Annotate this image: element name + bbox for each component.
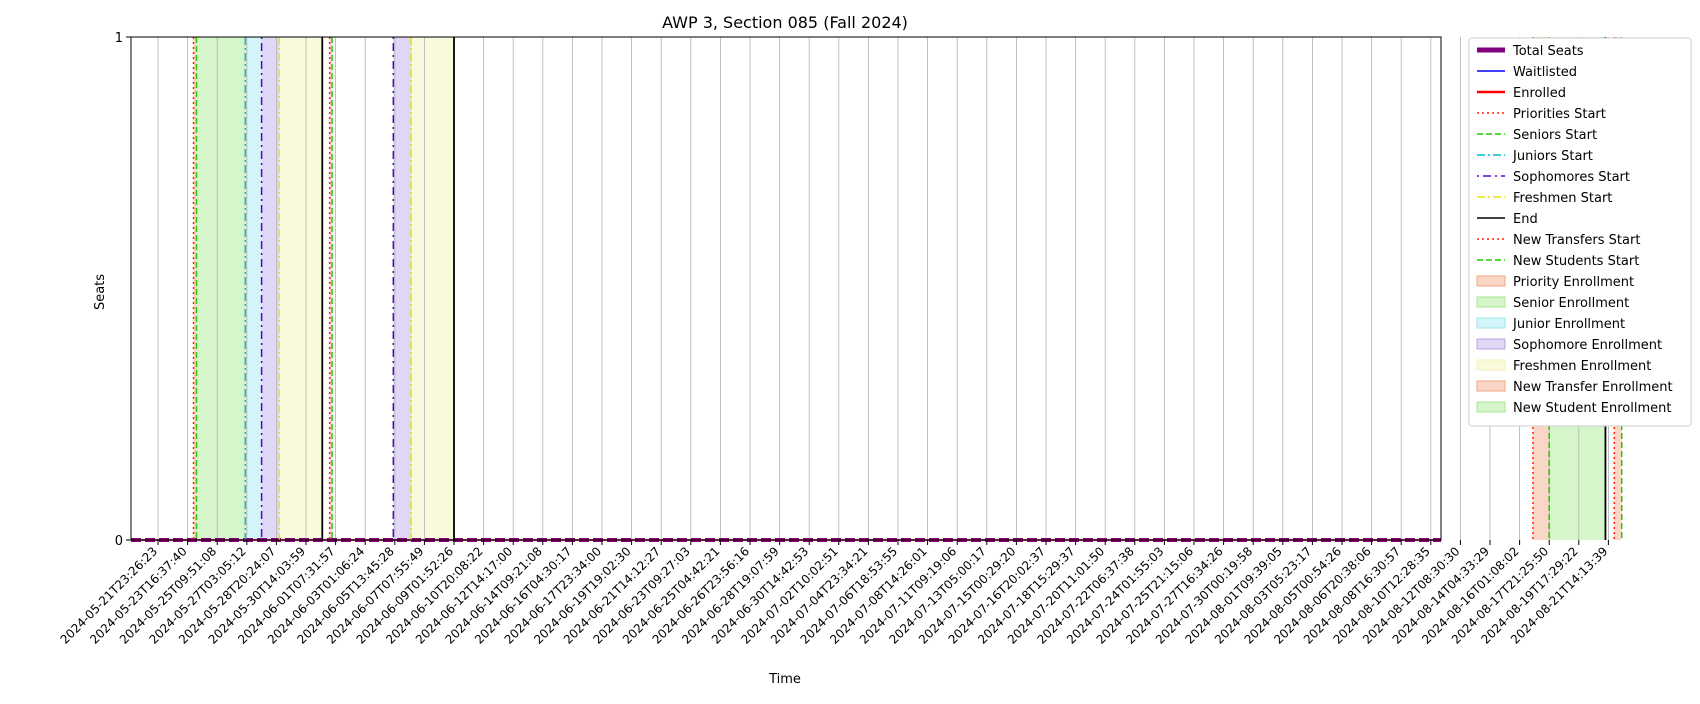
period-band <box>411 37 454 540</box>
legend-label: Juniors Start <box>1512 149 1593 164</box>
legend-swatch <box>1476 275 1506 287</box>
legend-label: New Student Enrollment <box>1513 401 1671 416</box>
y-tick-label: 0 <box>115 534 123 549</box>
period-band <box>193 37 197 540</box>
legend: Total Seats Waitlisted Enrolled Priorities … <box>1468 37 1692 427</box>
legend-swatch <box>1476 317 1506 329</box>
legend-swatch <box>1476 296 1506 308</box>
legend-label: Sophomore Enrollment <box>1513 338 1662 353</box>
legend-label: End <box>1513 212 1538 227</box>
y-tick-label: 1 <box>115 31 123 46</box>
legend-label: Priorities Start <box>1513 107 1606 122</box>
period-band <box>329 37 333 540</box>
legend-swatch <box>1476 359 1506 371</box>
legend-label: Junior Enrollment <box>1512 317 1625 332</box>
period-band <box>393 37 412 540</box>
legend-label: Freshmen Enrollment <box>1513 359 1651 374</box>
legend-swatch <box>1476 401 1506 413</box>
period-band <box>279 37 323 540</box>
legend-label: Priority Enrollment <box>1513 275 1634 290</box>
legend-label: Senior Enrollment <box>1513 296 1629 311</box>
period-band <box>261 37 280 540</box>
legend-swatch <box>1476 380 1506 392</box>
legend-label: New Transfers Start <box>1513 233 1640 248</box>
legend-label: New Students Start <box>1513 254 1639 269</box>
legend-label: Freshmen Start <box>1513 191 1612 206</box>
legend-label: Total Seats <box>1512 44 1584 59</box>
legend-label: Sophomores Start <box>1513 170 1630 185</box>
legend-label: New Transfer Enrollment <box>1513 380 1673 395</box>
period-band <box>196 37 246 540</box>
legend-label: Waitlisted <box>1513 65 1577 80</box>
period-band <box>245 37 262 540</box>
axes: 012024-05-21T23:26:232024-05-23T16:37:40… <box>58 31 1611 647</box>
legend-swatch <box>1476 338 1506 350</box>
legend-label: Seniors Start <box>1513 128 1597 143</box>
chart-title: AWP 3, Section 085 (Fall 2024) <box>662 13 908 32</box>
legend-label: Enrolled <box>1513 86 1566 101</box>
y-axis-label: Seats <box>93 274 108 310</box>
legend-box <box>1468 37 1692 427</box>
plot-frame <box>130 36 1442 541</box>
x-axis-label: Time <box>768 672 801 687</box>
